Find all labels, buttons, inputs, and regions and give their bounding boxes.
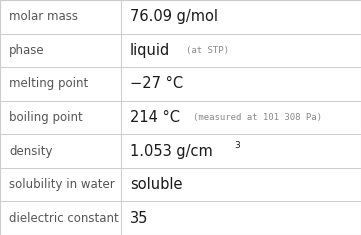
Text: molar mass: molar mass bbox=[9, 10, 78, 23]
Text: 3: 3 bbox=[235, 141, 240, 149]
Text: dielectric constant: dielectric constant bbox=[9, 212, 119, 225]
Text: liquid: liquid bbox=[130, 43, 170, 58]
Text: 1.053 g/cm: 1.053 g/cm bbox=[130, 144, 213, 159]
Text: 35: 35 bbox=[130, 211, 148, 226]
Text: density: density bbox=[9, 145, 52, 158]
Text: 76.09 g/mol: 76.09 g/mol bbox=[130, 9, 218, 24]
Text: 214 °C: 214 °C bbox=[130, 110, 180, 125]
Text: soluble: soluble bbox=[130, 177, 182, 192]
Text: −27 °C: −27 °C bbox=[130, 76, 183, 91]
Text: boiling point: boiling point bbox=[9, 111, 83, 124]
Text: (measured at 101 308 Pa): (measured at 101 308 Pa) bbox=[193, 113, 322, 122]
Text: melting point: melting point bbox=[9, 77, 88, 90]
Text: phase: phase bbox=[9, 44, 45, 57]
Text: (at STP): (at STP) bbox=[186, 46, 229, 55]
Text: solubility in water: solubility in water bbox=[9, 178, 115, 191]
